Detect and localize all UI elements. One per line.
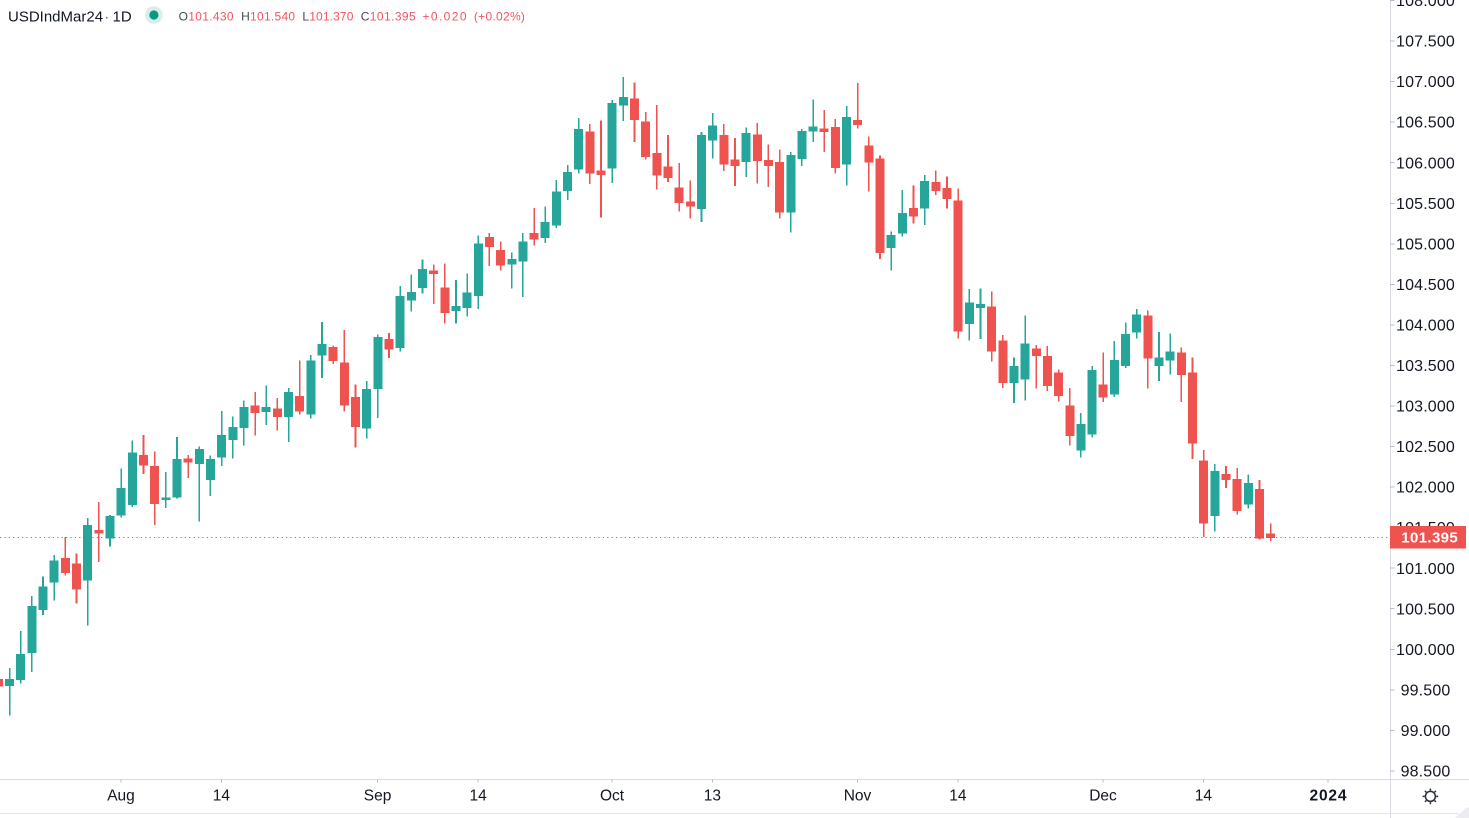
svg-text:103.500: 103.500 bbox=[1396, 358, 1455, 375]
svg-text:14: 14 bbox=[949, 788, 967, 805]
svg-text:106.000: 106.000 bbox=[1396, 155, 1455, 172]
svg-text:99.000: 99.000 bbox=[1401, 723, 1451, 740]
svg-text:104.500: 104.500 bbox=[1396, 277, 1455, 294]
svg-text:106.500: 106.500 bbox=[1396, 115, 1455, 132]
svg-text:Aug: Aug bbox=[107, 788, 135, 805]
svg-text:105.000: 105.000 bbox=[1396, 236, 1455, 253]
svg-text:(+0.02%): (+0.02%) bbox=[474, 9, 525, 23]
svg-text:Sep: Sep bbox=[364, 788, 392, 805]
svg-text:13: 13 bbox=[704, 788, 721, 805]
svg-text:Dec: Dec bbox=[1089, 788, 1117, 805]
svg-text:1D: 1D bbox=[113, 8, 132, 25]
svg-text:99.500: 99.500 bbox=[1401, 682, 1451, 699]
svg-text:14: 14 bbox=[1195, 788, 1213, 805]
svg-text:·: · bbox=[104, 8, 109, 25]
svg-text:108.000: 108.000 bbox=[1396, 0, 1455, 10]
svg-text:102.000: 102.000 bbox=[1396, 480, 1455, 497]
svg-text:101.000: 101.000 bbox=[1396, 561, 1455, 578]
svg-text:100.500: 100.500 bbox=[1396, 601, 1455, 618]
svg-text:14: 14 bbox=[469, 788, 487, 805]
svg-text:2024: 2024 bbox=[1310, 788, 1347, 805]
svg-text:L101.370: L101.370 bbox=[302, 9, 353, 23]
svg-text:USDIndMar24: USDIndMar24 bbox=[8, 8, 103, 25]
svg-text:107.500: 107.500 bbox=[1396, 34, 1455, 51]
svg-text:102.500: 102.500 bbox=[1396, 439, 1455, 456]
svg-text:103.000: 103.000 bbox=[1396, 399, 1455, 416]
svg-text:Oct: Oct bbox=[600, 788, 625, 805]
svg-text:101.395: 101.395 bbox=[1401, 530, 1458, 547]
svg-text:100.000: 100.000 bbox=[1396, 642, 1455, 659]
svg-text:105.500: 105.500 bbox=[1396, 196, 1455, 213]
svg-text:107.000: 107.000 bbox=[1396, 74, 1455, 91]
svg-text:104.000: 104.000 bbox=[1396, 318, 1455, 335]
svg-text:O101.430: O101.430 bbox=[179, 9, 234, 23]
svg-text:C101.395: C101.395 bbox=[361, 9, 416, 23]
svg-text:Nov: Nov bbox=[844, 788, 872, 805]
svg-text:H101.540: H101.540 bbox=[241, 9, 295, 23]
svg-text:+0.020: +0.020 bbox=[423, 9, 467, 23]
svg-text:98.500: 98.500 bbox=[1401, 764, 1451, 781]
svg-text:14: 14 bbox=[213, 788, 231, 805]
